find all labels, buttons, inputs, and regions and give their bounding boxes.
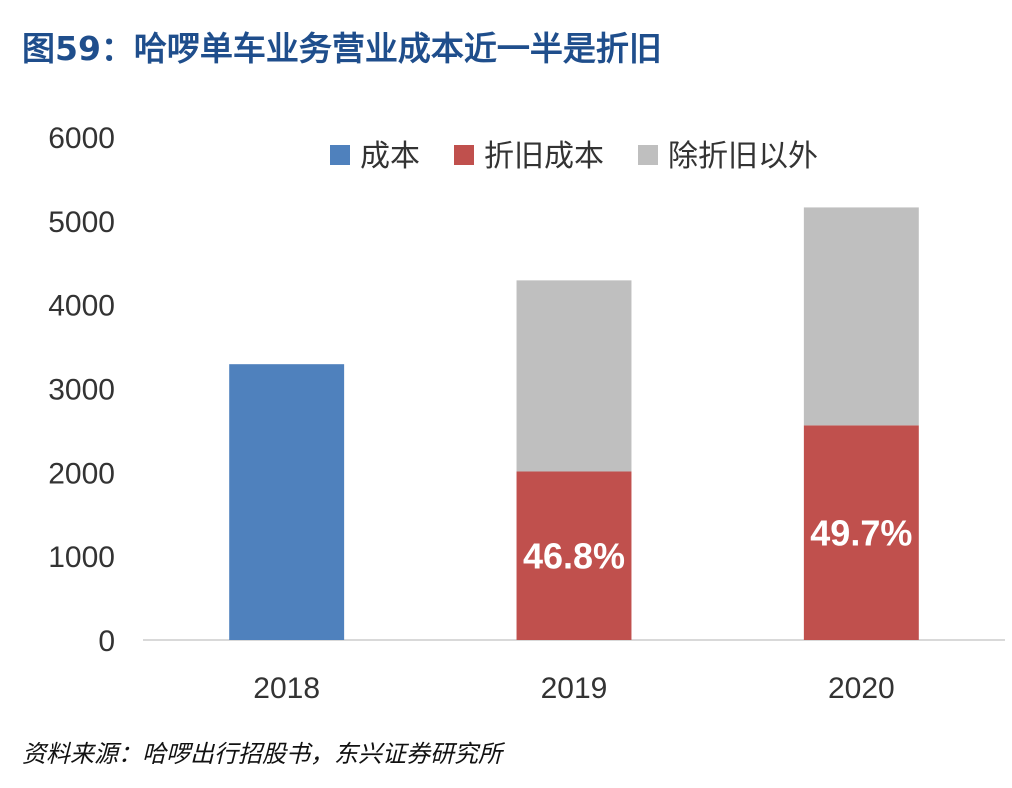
bar bbox=[229, 364, 345, 640]
bar-series bbox=[229, 207, 919, 640]
x-axis: 2018 2019 2020 bbox=[143, 639, 1005, 705]
data-labels: 46.8% 49.7% bbox=[523, 513, 912, 577]
y-tick-label: 3000 bbox=[48, 374, 115, 407]
legend-swatch bbox=[454, 145, 474, 165]
legend-swatch bbox=[638, 145, 658, 165]
chart-title: 图59：哈啰单车业务营业成本近一半是折旧 bbox=[22, 29, 662, 68]
y-tick-label: 6000 bbox=[48, 122, 115, 155]
bar bbox=[803, 207, 919, 426]
x-tick-label: 2019 bbox=[541, 672, 608, 705]
legend-label: 折旧成本 bbox=[484, 139, 604, 174]
chart-legend: 成本 折旧成本 除折旧以外 bbox=[330, 139, 818, 174]
legend-label: 除折旧以外 bbox=[668, 139, 818, 174]
legend-label: 成本 bbox=[360, 139, 420, 174]
x-tick-label: 2020 bbox=[828, 672, 895, 705]
y-tick-label: 4000 bbox=[48, 290, 115, 323]
bar bbox=[516, 471, 632, 640]
x-tick-label: 2018 bbox=[253, 672, 320, 705]
bar bbox=[516, 280, 632, 472]
data-label: 49.7% bbox=[810, 513, 912, 554]
data-label: 46.8% bbox=[523, 536, 625, 577]
y-tick-label: 1000 bbox=[48, 541, 115, 574]
bar-chart: 0 1000 2000 3000 4000 5000 6000 2018 2019 2020 4… bbox=[48, 122, 1005, 705]
y-axis: 0 1000 2000 3000 4000 5000 6000 bbox=[48, 122, 115, 658]
y-tick-label: 2000 bbox=[48, 457, 115, 490]
source-note: 资料来源：哈啰出行招股书，东兴证券研究所 bbox=[22, 740, 502, 768]
bar bbox=[803, 425, 919, 640]
y-tick-label: 0 bbox=[98, 625, 115, 658]
y-tick-label: 5000 bbox=[48, 206, 115, 239]
legend-swatch bbox=[330, 145, 350, 165]
